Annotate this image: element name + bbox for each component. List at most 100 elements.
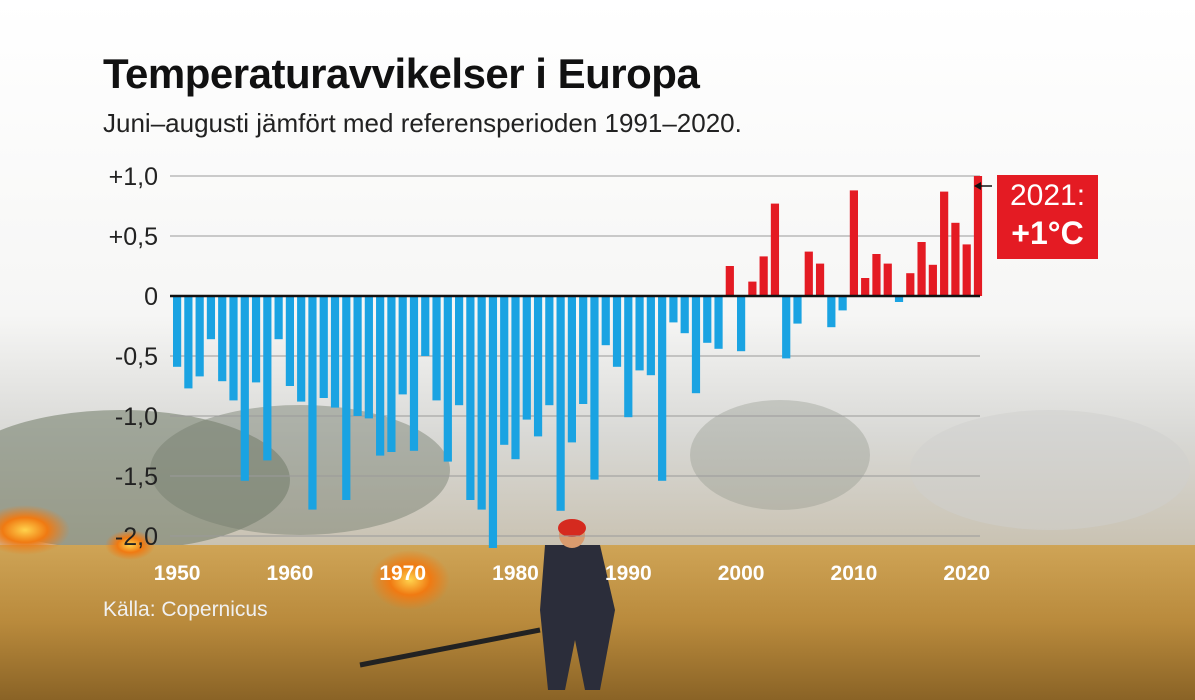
bar-1966 xyxy=(353,296,362,416)
bar-2000 xyxy=(737,296,746,352)
y-tick-label: -2,0 xyxy=(115,523,158,551)
bar-1984 xyxy=(556,296,565,511)
bar-2015 xyxy=(906,273,915,296)
chart-title: Temperaturavvikelser i Europa xyxy=(103,50,700,97)
bar-2021 xyxy=(973,176,983,296)
bar-1985 xyxy=(567,296,576,443)
bar-1997 xyxy=(703,296,712,343)
bar-1962 xyxy=(308,296,317,510)
bar-1953 xyxy=(206,296,216,340)
bar-2018 xyxy=(940,191,949,296)
bar-1956 xyxy=(240,296,249,481)
bar-2005 xyxy=(793,296,802,324)
bar-1980 xyxy=(511,296,520,460)
x-tick-label: 2000 xyxy=(718,562,765,585)
bar-1994 xyxy=(669,296,678,323)
bar-1957 xyxy=(251,296,261,383)
bar-1978 xyxy=(488,296,498,548)
bar-1986 xyxy=(579,296,588,404)
bar-2007 xyxy=(815,263,825,296)
bar-1964 xyxy=(330,296,340,408)
bar-1954 xyxy=(218,296,227,382)
x-tick-label: 1950 xyxy=(154,562,201,585)
bar-1968 xyxy=(376,296,385,456)
bar-2020 xyxy=(962,244,971,296)
bar-1996 xyxy=(691,296,701,394)
bar-1970 xyxy=(398,296,407,395)
bar-1959 xyxy=(274,296,283,340)
bar-1998 xyxy=(714,296,723,349)
y-tick-label: +1,0 xyxy=(109,163,158,191)
bar-1972 xyxy=(421,296,430,356)
firefighter-figure xyxy=(359,519,615,690)
bar-1983 xyxy=(545,296,554,406)
bar-1969 xyxy=(387,296,396,452)
x-tick-label: 1960 xyxy=(267,562,314,585)
callout-2021-badge: 2021: +1°C xyxy=(997,175,1098,259)
bar-1963 xyxy=(319,296,328,398)
bar-1951 xyxy=(184,296,193,389)
y-tick-label: -1,5 xyxy=(115,463,158,491)
bar-1958 xyxy=(263,296,272,461)
x-tick-label: 2020 xyxy=(943,562,990,585)
y-axis-labels: +1,0 +0,5 0 -0,5 -1,0 -1,5 -2,0 xyxy=(109,163,158,551)
bar-1974 xyxy=(443,296,452,462)
callout-value: +1°C xyxy=(1011,215,1084,251)
bar-1992 xyxy=(646,296,655,376)
bar-1993 xyxy=(658,296,667,481)
bar-1999 xyxy=(725,266,734,296)
bar-1990 xyxy=(624,296,633,418)
bar-2017 xyxy=(928,264,937,296)
bar-2014 xyxy=(894,296,904,302)
bar-2011 xyxy=(861,278,870,296)
y-tick-label: -1,0 xyxy=(115,403,158,431)
bar-1989 xyxy=(612,296,622,367)
bar-2013 xyxy=(883,263,892,296)
bar-1995 xyxy=(680,296,689,334)
bar-2010 xyxy=(849,190,858,296)
bar-1982 xyxy=(533,296,543,437)
x-tick-label: 1980 xyxy=(492,562,539,585)
bar-1965 xyxy=(342,296,351,500)
bar-1981 xyxy=(522,296,531,420)
bar-1967 xyxy=(364,296,373,419)
x-axis-labels: 1950 1960 1970 1980 1990 2000 2010 2020 xyxy=(154,562,990,585)
bar-1987 xyxy=(590,296,599,480)
bar-2006 xyxy=(804,251,813,296)
bar-2004 xyxy=(782,296,791,359)
bar-2003 xyxy=(770,203,780,296)
bar-2008 xyxy=(827,296,836,328)
bar-2019 xyxy=(951,222,960,296)
y-tick-label: +0,5 xyxy=(109,223,158,251)
bar-1979 xyxy=(500,296,509,445)
bar-1977 xyxy=(477,296,486,510)
bar-1955 xyxy=(229,296,238,401)
x-tick-label: 1990 xyxy=(605,562,652,585)
bar-1991 xyxy=(635,296,644,371)
bar-1971 xyxy=(409,296,419,451)
bar-1988 xyxy=(601,296,610,346)
bar-1961 xyxy=(297,296,306,402)
bar-2016 xyxy=(917,242,926,296)
chart-subtitle: Juni–augusti jämfört med referensperiode… xyxy=(103,108,742,138)
callout-arrow xyxy=(974,182,992,190)
y-tick-label: -0,5 xyxy=(115,343,158,371)
bar-2002 xyxy=(759,256,768,296)
bar-1975 xyxy=(455,296,464,406)
bar-2001 xyxy=(748,281,757,296)
bar-2012 xyxy=(872,254,881,296)
x-tick-label: 1970 xyxy=(379,562,426,585)
bar-1973 xyxy=(432,296,441,401)
y-tick-label: 0 xyxy=(144,283,158,311)
bar-1950 xyxy=(173,296,182,367)
source-note: Källa: Copernicus xyxy=(103,598,268,621)
callout-year: 2021: xyxy=(1009,179,1086,212)
x-tick-label: 2010 xyxy=(831,562,878,585)
bar-1976 xyxy=(466,296,475,500)
bar-2009 xyxy=(838,296,847,311)
bar-series xyxy=(173,176,983,548)
bar-1960 xyxy=(285,296,294,386)
bar-1952 xyxy=(195,296,204,377)
